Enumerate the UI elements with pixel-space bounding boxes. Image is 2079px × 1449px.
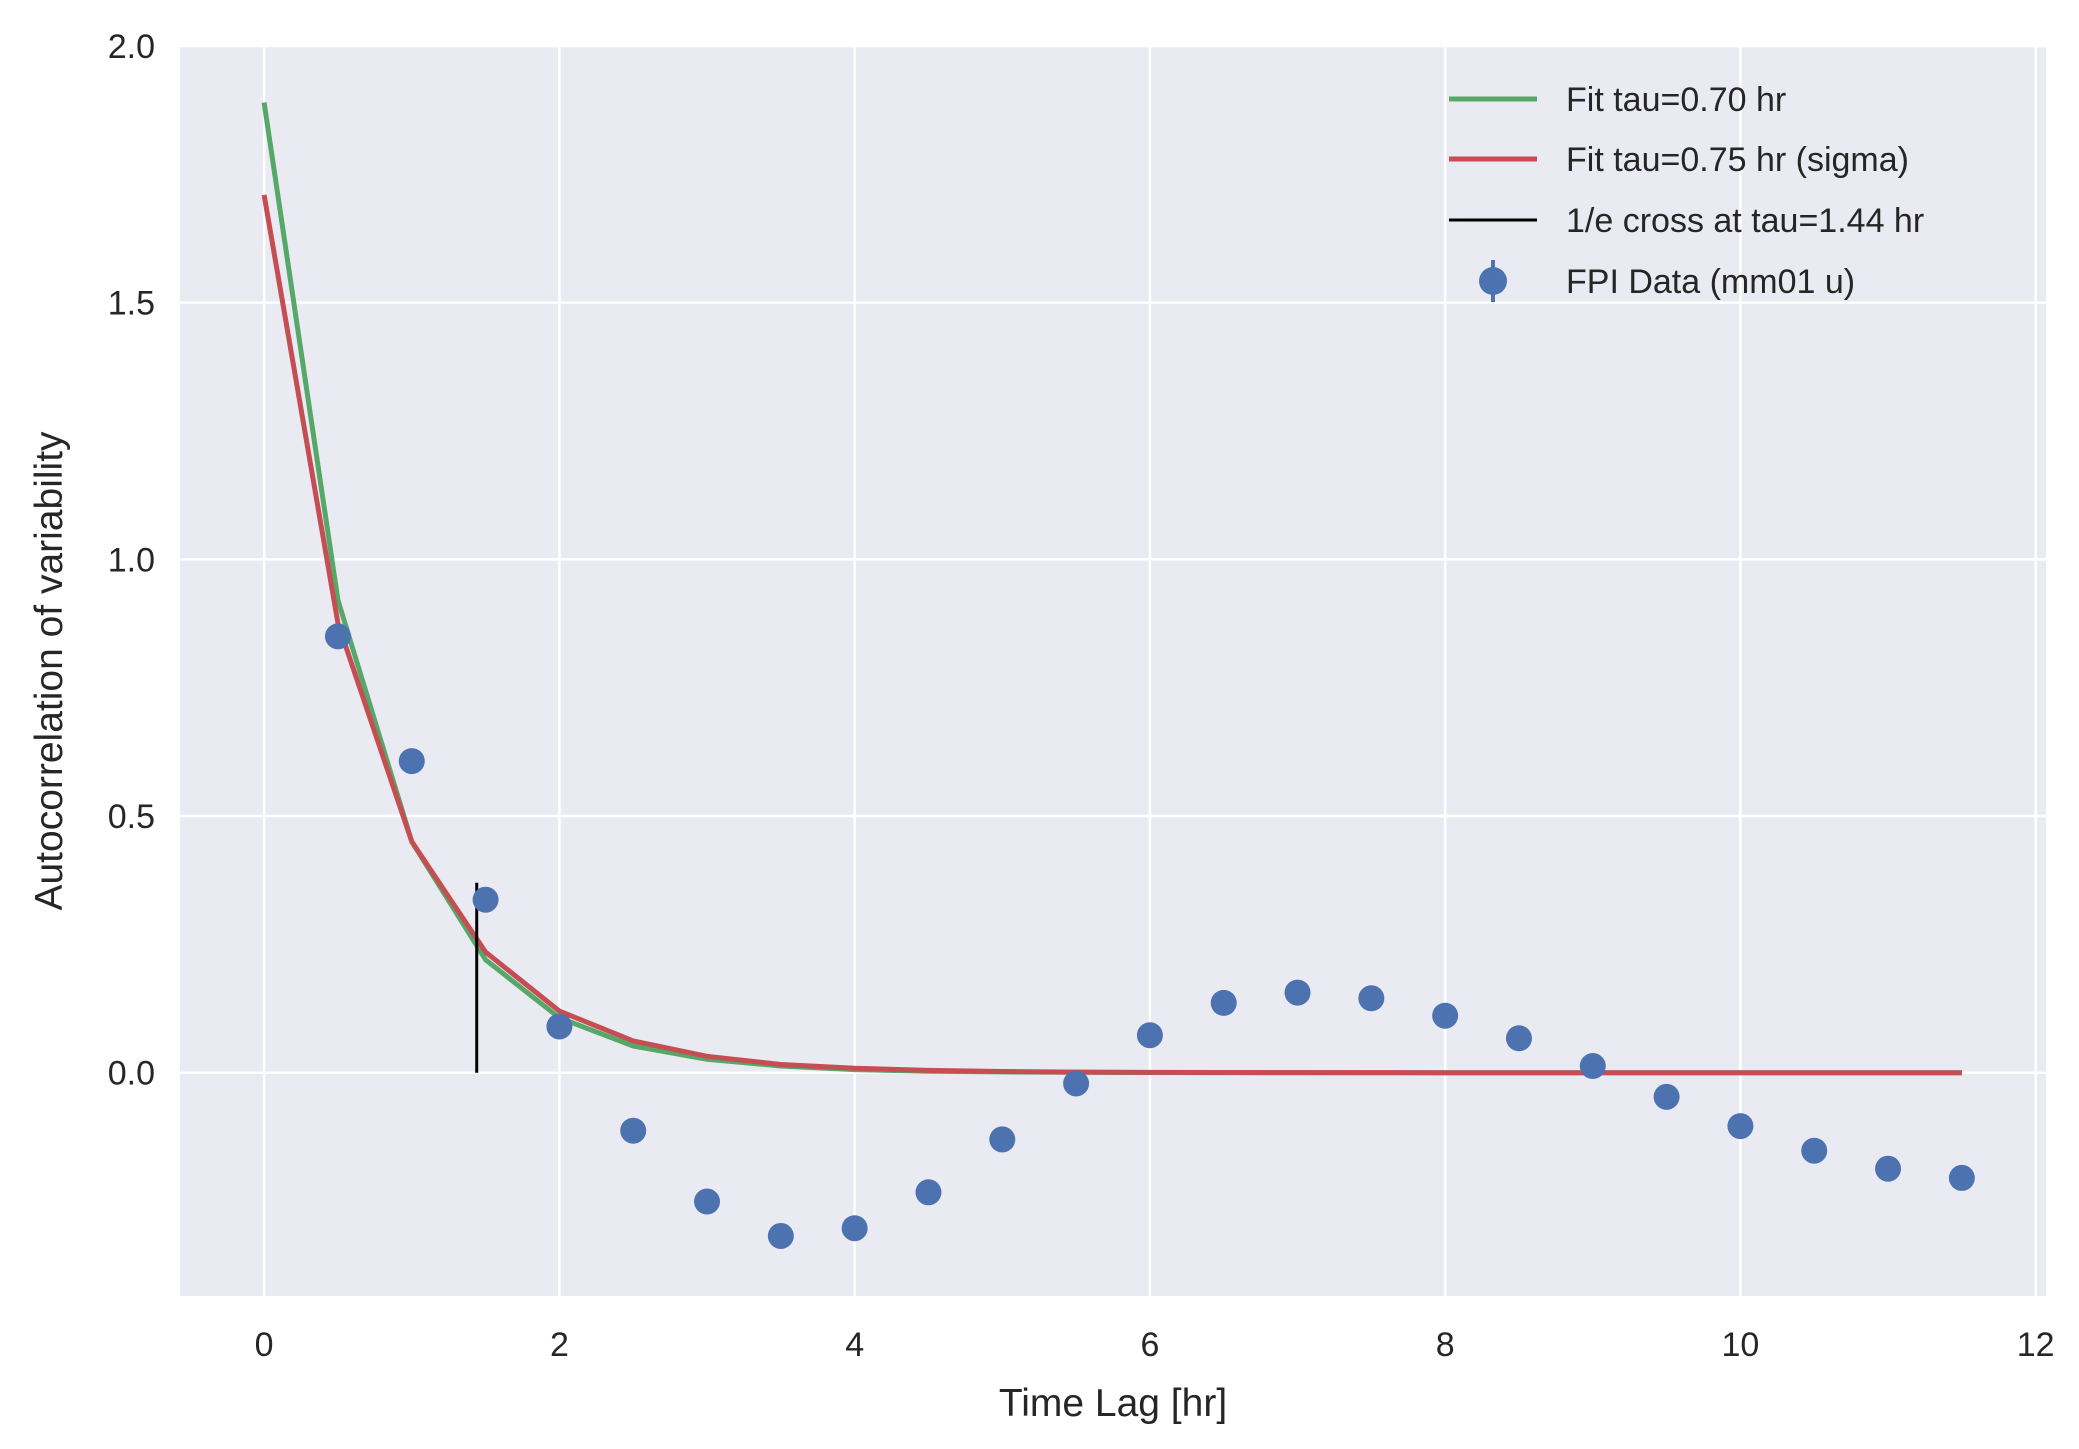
data-point [1801, 1137, 1828, 1164]
y-tick-label: 1.5 [108, 285, 155, 323]
x-tick-label: 2 [550, 1326, 569, 1364]
data-point [694, 1188, 721, 1215]
data-point [1063, 1070, 1090, 1097]
data-point [472, 886, 499, 913]
data-point [1505, 1025, 1532, 1052]
data-point [324, 623, 351, 650]
x-tick-labels: 0 2 4 6 8 10 12 [255, 1326, 2055, 1364]
x-tick-label: 6 [1140, 1326, 1159, 1364]
data-point [1210, 989, 1237, 1016]
data-point [1284, 979, 1311, 1006]
legend-label-fit-tau-075: Fit tau=0.75 hr (sigma) [1566, 141, 1909, 179]
plot-background [180, 46, 2046, 1296]
data-point [1136, 1022, 1163, 1049]
data-point [1727, 1113, 1754, 1140]
data-point [1948, 1164, 1975, 1191]
data-point [398, 748, 425, 775]
x-tick-label: 0 [255, 1326, 274, 1364]
data-point [1579, 1053, 1606, 1080]
legend-swatch-fpi-data [1479, 267, 1507, 295]
x-tick-label: 4 [845, 1326, 864, 1364]
series-line [261, 194, 1962, 1076]
legend-label-fpi-data: FPI Data (mm01 u) [1566, 263, 1855, 301]
grid [180, 44, 2046, 1296]
y-tick-labels: 0.0 0.5 1.0 1.5 2.0 [108, 28, 155, 1093]
legend-label-1e-cross: 1/e cross at tau=1.44 hr [1566, 202, 1924, 240]
x-tick-label: 12 [2017, 1326, 2055, 1364]
data-point [546, 1013, 573, 1040]
data-point [1875, 1155, 1902, 1182]
legend: Fit tau=0.70 hr Fit tau=0.75 hr (sigma) … [1449, 81, 1924, 302]
x-tick-label: 8 [1436, 1326, 1455, 1364]
data-point [989, 1126, 1016, 1153]
data-point [1432, 1002, 1459, 1029]
y-tick-label: 0.5 [108, 798, 155, 836]
series-layer [261, 102, 1975, 1249]
legend-label-fit-tau-070: Fit tau=0.70 hr [1566, 81, 1786, 119]
data-point [767, 1222, 794, 1249]
y-tick-label: 0.0 [108, 1055, 155, 1093]
x-axis-label: Time Lag [hr] [999, 1382, 1227, 1425]
y-tick-label: 2.0 [108, 28, 155, 66]
data-point [1653, 1083, 1680, 1110]
x-tick-label: 10 [1721, 1326, 1759, 1364]
y-axis-label: Autocorrelation of variability [28, 431, 71, 911]
data-point [841, 1215, 868, 1242]
data-point [915, 1179, 942, 1206]
data-point [1358, 985, 1385, 1012]
y-tick-label: 1.0 [108, 541, 155, 579]
data-point [620, 1117, 647, 1144]
